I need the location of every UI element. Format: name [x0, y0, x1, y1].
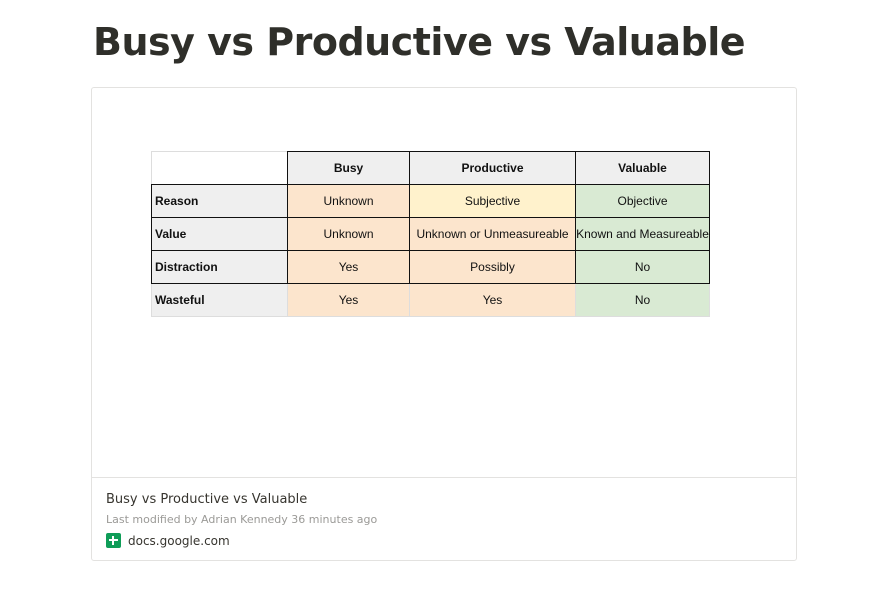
table-row: Distraction Yes Possibly No	[151, 250, 710, 284]
table-row: Reason Unknown Subjective Objective	[151, 184, 710, 218]
row-label: Wasteful	[151, 283, 288, 317]
page-title: Busy vs Productive vs Valuable	[93, 20, 746, 64]
spreadsheet-preview: Busy Productive Valuable Reason Unknown …	[151, 151, 710, 317]
source-domain: docs.google.com	[128, 533, 230, 548]
table-cell: Objective	[575, 184, 710, 218]
row-label: Reason	[151, 184, 288, 218]
table-cell: Unknown	[287, 217, 410, 251]
column-header: Productive	[409, 151, 576, 185]
row-label: Distraction	[151, 250, 288, 284]
table-cell: Yes	[287, 283, 410, 317]
divider	[92, 477, 796, 478]
embed-preview[interactable]: Busy Productive Valuable Reason Unknown …	[92, 88, 796, 477]
embed-meta: Last modified by Adrian Kennedy 36 minut…	[106, 513, 378, 526]
table-cell: Subjective	[409, 184, 576, 218]
table-cell: Unknown	[287, 184, 410, 218]
table-cell: Yes	[409, 283, 576, 317]
table-cell: Possibly	[409, 250, 576, 284]
corner-cell	[151, 151, 288, 185]
table-cell: No	[575, 250, 710, 284]
column-header: Valuable	[575, 151, 710, 185]
row-label: Value	[151, 217, 288, 251]
table-cell: Known and Measureable	[575, 217, 710, 251]
table-cell: No	[575, 283, 710, 317]
embed-title[interactable]: Busy vs Productive vs Valuable	[106, 492, 308, 507]
table-row: Wasteful Yes Yes No	[151, 283, 710, 317]
table-row: Value Unknown Unknown or Unmeasureable K…	[151, 217, 710, 251]
header-row: Busy Productive Valuable	[151, 151, 710, 185]
google-sheets-icon	[106, 533, 121, 548]
embed-source[interactable]: docs.google.com	[106, 533, 230, 548]
table-cell: Yes	[287, 250, 410, 284]
table-cell: Unknown or Unmeasureable	[409, 217, 576, 251]
google-sheets-embed[interactable]: Busy Productive Valuable Reason Unknown …	[91, 87, 797, 561]
column-header: Busy	[287, 151, 410, 185]
